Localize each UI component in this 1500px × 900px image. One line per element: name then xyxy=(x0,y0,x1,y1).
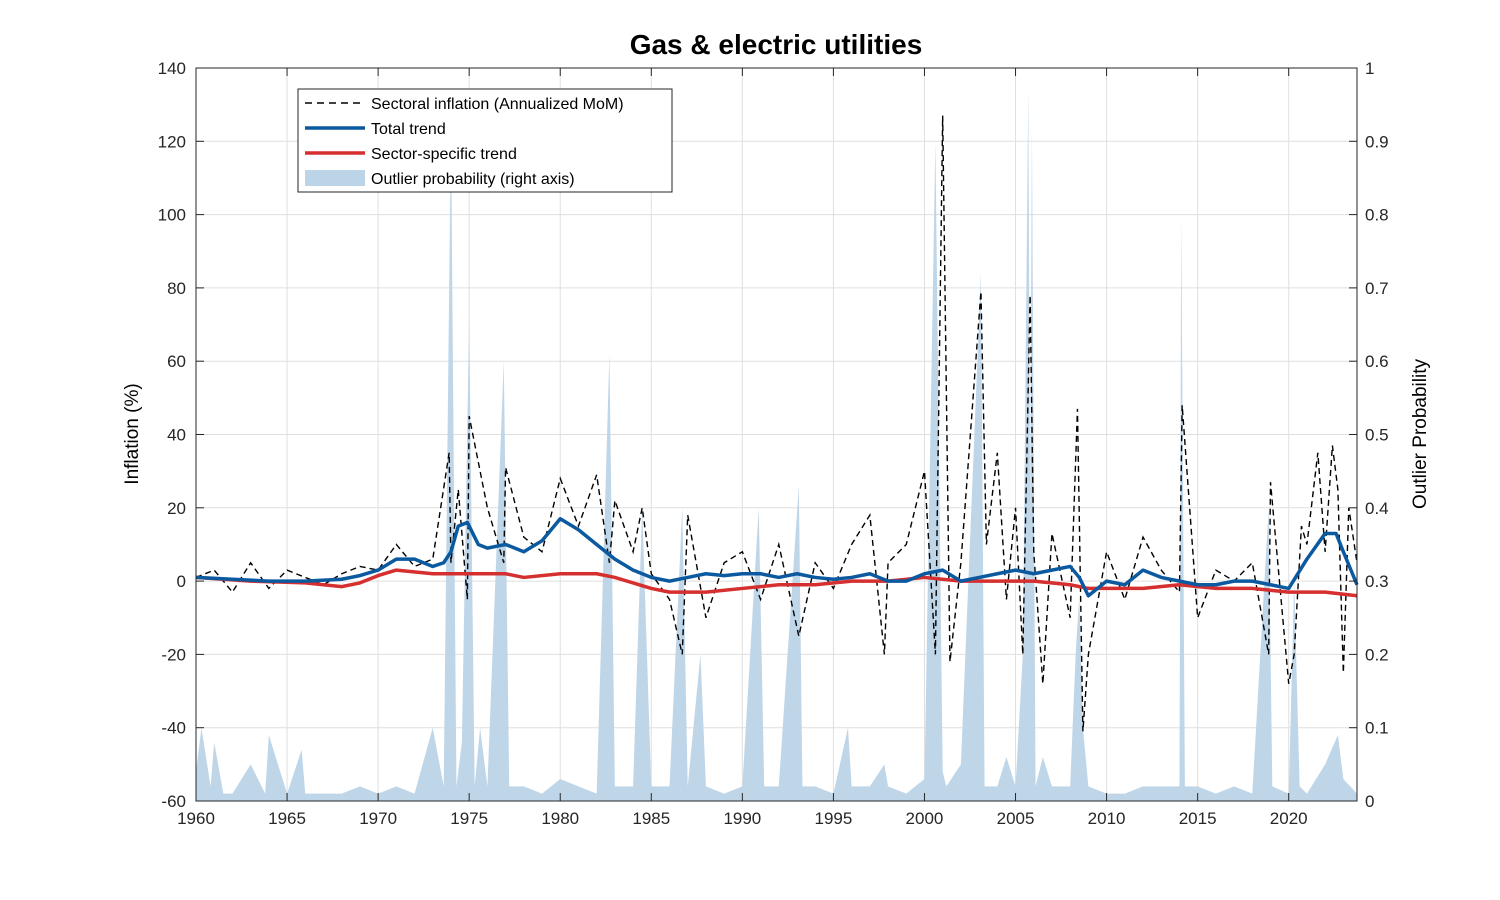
y2-tick-label-0p9: 0.9 xyxy=(1365,132,1389,151)
x-tick-label-1960: 1960 xyxy=(177,809,215,828)
total-trend-line xyxy=(195,517,1359,598)
x-tick-label-1990: 1990 xyxy=(723,809,761,828)
legend-label-sectoral: Sectoral inflation (Annualized MoM) xyxy=(371,96,624,113)
y2-tick-label-0: 0 xyxy=(1365,792,1374,811)
y2-axis-title: Outlier Probability xyxy=(1410,359,1431,509)
y-tick-label-neg40: -40 xyxy=(161,719,186,738)
y2-tick-label-0p5: 0.5 xyxy=(1365,426,1389,445)
legend: Sectoral inflation (Annualized MoM) Tota… xyxy=(297,88,673,193)
y2-tick-label-0p7: 0.7 xyxy=(1365,279,1389,298)
x-tick-label-1975: 1975 xyxy=(450,809,488,828)
x-tick-label-2005: 2005 xyxy=(997,809,1035,828)
y2-tick-label-0p6: 0.6 xyxy=(1365,352,1389,371)
y-tick-label-20: 20 xyxy=(167,499,186,518)
y-tick-label-40: 40 xyxy=(167,426,186,445)
x-tick-label-2015: 2015 xyxy=(1179,809,1217,828)
y2-tick-label-1: 1 xyxy=(1365,59,1374,78)
y2-tick-label-0p4: 0.4 xyxy=(1365,499,1389,518)
legend-label-total-trend: Total trend xyxy=(371,121,446,138)
x-tick-label-1980: 1980 xyxy=(541,809,579,828)
y2-tick-label-0p3: 0.3 xyxy=(1365,572,1389,591)
y-tick-label-neg20: -20 xyxy=(161,645,186,664)
x-tick-label-1985: 1985 xyxy=(632,809,670,828)
sectoral-inflation-line xyxy=(195,115,1358,732)
x-tick-label-2000: 2000 xyxy=(906,809,944,828)
chart-title: Gas & electric utilities xyxy=(630,29,923,60)
sector-specific-trend-layer xyxy=(195,568,1358,598)
y-tick-label-60: 60 xyxy=(167,352,186,371)
y-tick-label-140: 140 xyxy=(158,59,186,78)
y2-tick-label-0p8: 0.8 xyxy=(1365,206,1389,225)
total-trend-layer xyxy=(195,517,1359,598)
y2-tick-label-0p1: 0.1 xyxy=(1365,719,1389,738)
y-axis-title: Inflation (%) xyxy=(122,383,143,484)
y-tick-label-80: 80 xyxy=(167,279,186,298)
x-tick-label-1965: 1965 xyxy=(268,809,306,828)
y-tick-label-100: 100 xyxy=(158,206,186,225)
legend-label-outlier: Outlier probability (right axis) xyxy=(371,171,575,188)
y-tick-label-neg60: -60 xyxy=(161,792,186,811)
x-tick-label-1970: 1970 xyxy=(359,809,397,828)
y-tick-label-120: 120 xyxy=(158,132,186,151)
x-tick-label-1995: 1995 xyxy=(814,809,852,828)
sectoral-inflation-layer xyxy=(195,115,1358,732)
x-tick-label-2020: 2020 xyxy=(1270,809,1308,828)
y-tick-label-0: 0 xyxy=(177,572,186,591)
sector-specific-trend-line xyxy=(195,568,1358,598)
axes-layer: 1960 1965 1970 1975 1980 1985 1990 1995 2000 2005… xyxy=(158,59,1389,828)
legend-label-sector-trend: Sector-specific trend xyxy=(371,146,517,163)
legend-swatch-outlier xyxy=(305,170,365,186)
x-tick-label-2010: 2010 xyxy=(1088,809,1126,828)
y2-tick-label-0p2: 0.2 xyxy=(1365,645,1389,664)
